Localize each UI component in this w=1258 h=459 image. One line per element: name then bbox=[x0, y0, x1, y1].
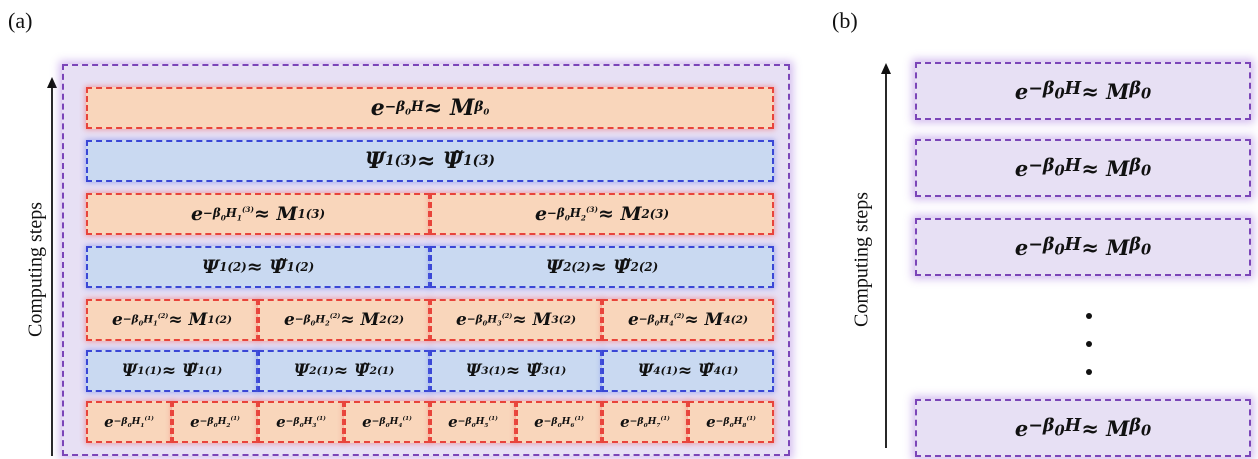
axis-label-a: Computing steps bbox=[24, 202, 47, 338]
panel-a-row-6: Ψ 1 (1) ≈ Ψ̃ 1 (1) Ψ 2 (1) ≈ Ψ̃ 2 (1) Ψ 3 (1) ≈ Ψ̃ 3(… bbox=[86, 350, 774, 392]
panel-a-row-2: Ψ 1 (3) ≈ Ψ̃ 1 (3) bbox=[86, 140, 774, 182]
formula-cell: Ψ 4 (1) ≈ Ψ̃ 4 (1) bbox=[602, 350, 774, 392]
axis-label-b: Computing steps bbox=[850, 192, 873, 328]
formula-cell: e −β0H5(1) bbox=[430, 401, 516, 443]
formula-cell: e −β0H3(1) bbox=[258, 401, 344, 443]
formula-cell: e −β0H2(1) bbox=[172, 401, 258, 443]
formula-cell: Ψ 3 (1) ≈ Ψ̃ 3 (1) bbox=[430, 350, 602, 392]
formula-cell: e −β0H8(1) bbox=[688, 401, 774, 443]
axis-arrow-a bbox=[47, 77, 57, 456]
formula-cell: e −β0H6(1) bbox=[516, 401, 602, 443]
formula-cell: e −β0H4(2) ≈ M 4 (2) bbox=[602, 299, 774, 341]
panel-a-label: (a) bbox=[8, 8, 33, 33]
ellipsis-dot bbox=[1086, 313, 1092, 319]
panel-a-row-4: Ψ 1 (2) ≈ Ψ̃ 1 (2) Ψ 2 (2) ≈ Ψ̃ 2 (2) bbox=[86, 246, 774, 288]
formula-cell: e −β0H1(1) bbox=[86, 401, 172, 443]
formula-cell: Ψ 2 (1) ≈ Ψ̃ 2 (1) bbox=[258, 350, 430, 392]
formula-cell: e −β0H4(1) bbox=[344, 401, 430, 443]
formula-cell: e −β0H7(1) bbox=[602, 401, 688, 443]
panel-b-label: (b) bbox=[832, 8, 858, 33]
ellipsis-dot bbox=[1086, 369, 1092, 375]
formula-cell: Ψ 2 (2) ≈ Ψ̃ 2 (2) bbox=[430, 246, 774, 288]
formula-cell: e −β0H2(3) ≈ M 2 (3) bbox=[430, 193, 774, 235]
formula-cell: e −β0H2(2) ≈ M 2 (2) bbox=[258, 299, 430, 341]
axis-arrow-b bbox=[881, 63, 891, 448]
panel-a-row-7: e −β0H1(1) e −β0H2(1) e −β0H3(1) e −β0H4(1) e −β0… bbox=[86, 401, 774, 443]
formula-cell: Ψ 1 (3) ≈ Ψ̃ 1 (3) bbox=[86, 140, 774, 182]
formula-cell: Ψ 1 (2) ≈ Ψ̃ 1 (2) bbox=[86, 246, 430, 288]
ellipsis-dot bbox=[1086, 341, 1092, 347]
formula-cell: e −β0H1(2) ≈ M 1 (2) bbox=[86, 299, 258, 341]
panel-a-row-3: e −β0H1(3) ≈ M 1 (3) e −β0H2(3) ≈ M 2 (3) bbox=[86, 193, 774, 235]
panel-a-row-5: e −β0H1(2) ≈ M 1 (2) e −β0H2(2) ≈ M 2 (2) e −β0H3… bbox=[86, 299, 774, 341]
formula-cell: Ψ 1 (1) ≈ Ψ̃ 1 (1) bbox=[86, 350, 258, 392]
formula-cell: e −β0H1(3) ≈ M 1 (3) bbox=[86, 193, 430, 235]
formula-cell: e −β0H3(2) ≈ M 3 (2) bbox=[430, 299, 602, 341]
